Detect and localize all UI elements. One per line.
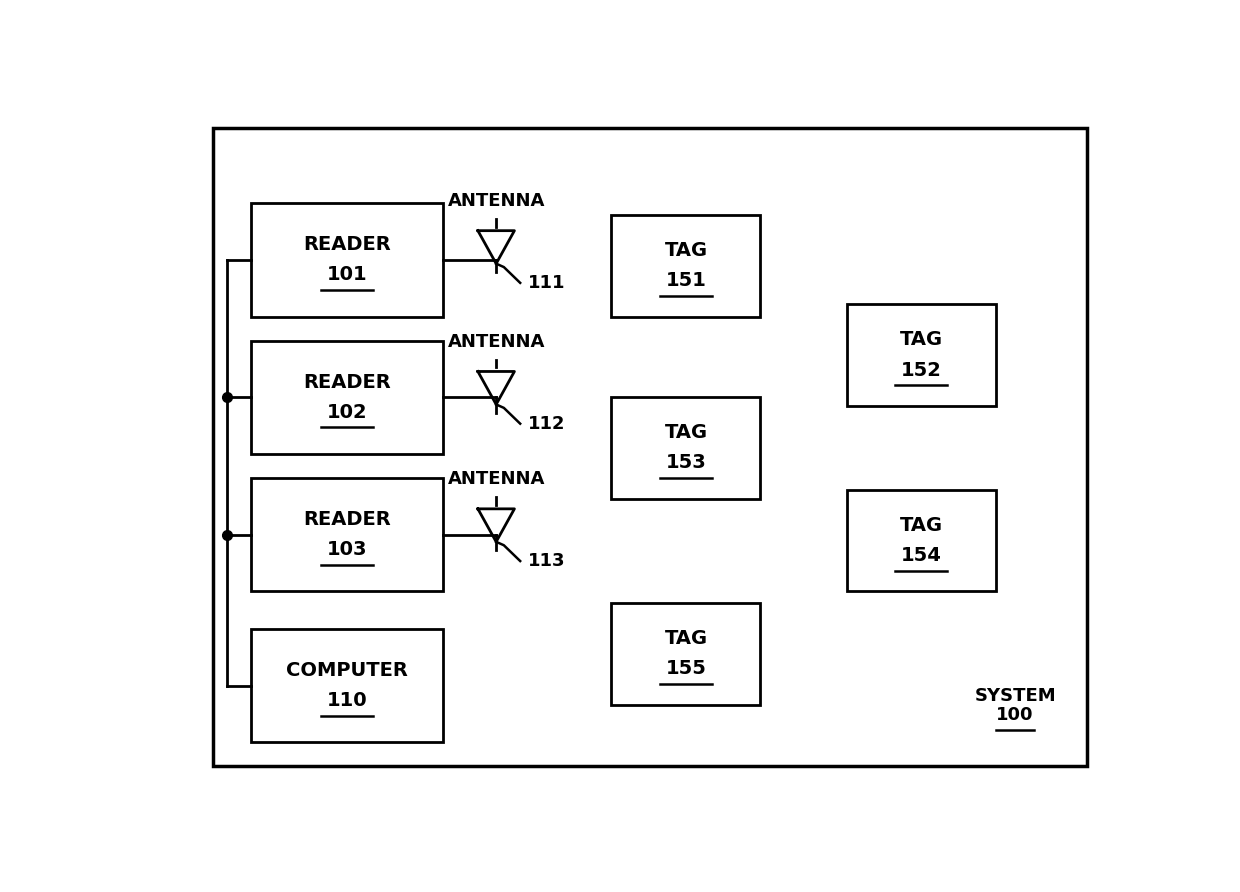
Text: TAG: TAG bbox=[665, 241, 708, 260]
Text: ANTENNA: ANTENNA bbox=[448, 470, 544, 488]
Text: ANTENNA: ANTENNA bbox=[448, 333, 544, 351]
Text: READER: READER bbox=[304, 510, 391, 529]
Text: TAG: TAG bbox=[900, 516, 942, 535]
Text: 110: 110 bbox=[327, 691, 367, 710]
Bar bbox=[250, 629, 444, 742]
Text: 111: 111 bbox=[528, 274, 565, 292]
Text: 103: 103 bbox=[327, 541, 367, 559]
Text: 100: 100 bbox=[997, 706, 1034, 724]
Bar bbox=[611, 603, 760, 705]
Text: SYSTEM: SYSTEM bbox=[975, 687, 1056, 705]
Text: 151: 151 bbox=[666, 271, 707, 290]
Text: 102: 102 bbox=[327, 403, 367, 422]
Bar bbox=[250, 341, 444, 454]
Text: 112: 112 bbox=[528, 415, 565, 433]
Text: 155: 155 bbox=[666, 659, 707, 679]
Text: READER: READER bbox=[304, 373, 391, 392]
Bar bbox=[250, 478, 444, 591]
Text: 152: 152 bbox=[901, 360, 942, 380]
Text: 101: 101 bbox=[327, 266, 367, 285]
Text: ANTENNA: ANTENNA bbox=[448, 192, 544, 211]
Bar bbox=[847, 304, 996, 406]
Text: READER: READER bbox=[304, 235, 391, 254]
Text: TAG: TAG bbox=[665, 629, 708, 648]
Text: COMPUTER: COMPUTER bbox=[286, 661, 408, 680]
Text: TAG: TAG bbox=[665, 423, 708, 442]
Text: TAG: TAG bbox=[900, 330, 942, 350]
Text: 154: 154 bbox=[901, 546, 942, 565]
Bar bbox=[250, 203, 444, 317]
Text: 153: 153 bbox=[666, 453, 707, 473]
Bar bbox=[611, 397, 760, 499]
Bar bbox=[611, 215, 760, 317]
Text: 113: 113 bbox=[528, 552, 565, 570]
Bar bbox=[847, 490, 996, 591]
